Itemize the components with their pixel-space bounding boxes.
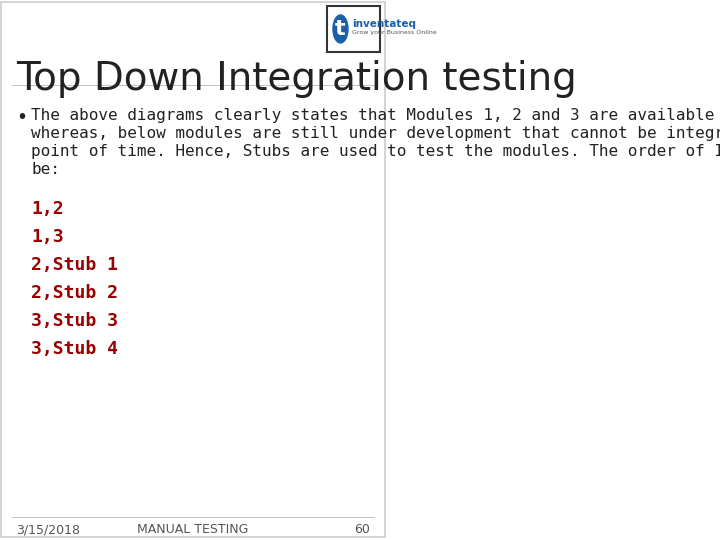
Text: The above diagrams clearly states that Modules 1, 2 and 3 are available for inte: The above diagrams clearly states that M…	[31, 108, 720, 123]
Text: inventateq: inventateq	[352, 19, 416, 29]
Text: 1,2: 1,2	[31, 200, 64, 218]
Text: 2,Stub 1: 2,Stub 1	[31, 255, 118, 274]
Text: point of time. Hence, Stubs are used to test the modules. The order of Integrati: point of time. Hence, Stubs are used to …	[31, 144, 720, 159]
Text: be:: be:	[31, 162, 60, 177]
Text: 3/15/2018: 3/15/2018	[16, 523, 80, 536]
Text: 3,Stub 3: 3,Stub 3	[31, 312, 118, 329]
Text: Grow your Business Online: Grow your Business Online	[352, 30, 437, 36]
Circle shape	[333, 15, 348, 43]
FancyBboxPatch shape	[327, 6, 379, 52]
Text: t: t	[336, 19, 346, 39]
Text: MANUAL TESTING: MANUAL TESTING	[138, 523, 248, 536]
Text: 1,3: 1,3	[31, 228, 64, 246]
Text: 2,Stub 2: 2,Stub 2	[31, 284, 118, 302]
Text: whereas, below modules are still under development that cannot be integrated at : whereas, below modules are still under d…	[31, 126, 720, 141]
Text: •: •	[16, 108, 27, 127]
Text: 60: 60	[354, 523, 370, 536]
Text: 3,Stub 4: 3,Stub 4	[31, 340, 118, 357]
Text: Top Down Integration testing: Top Down Integration testing	[16, 60, 577, 98]
